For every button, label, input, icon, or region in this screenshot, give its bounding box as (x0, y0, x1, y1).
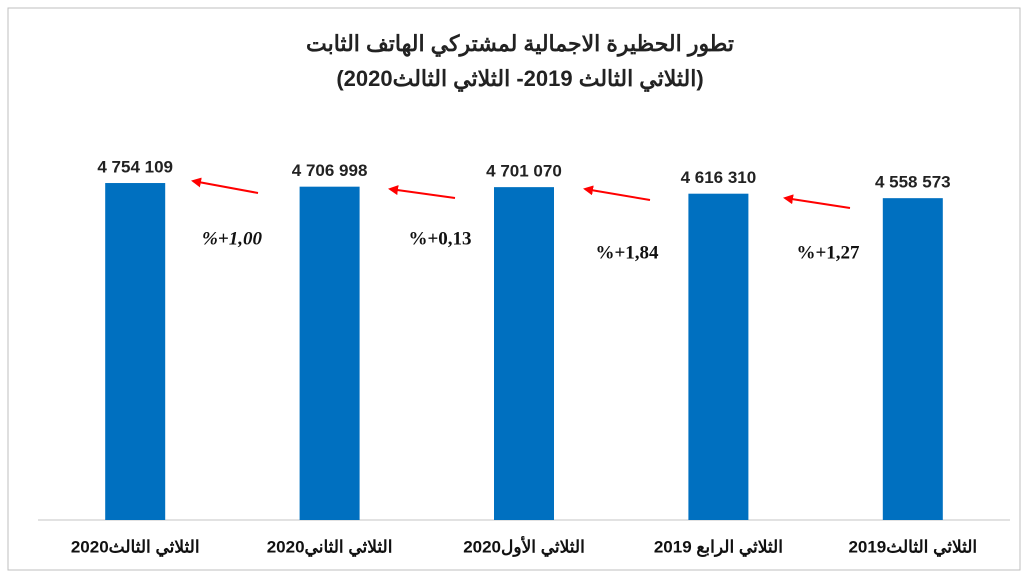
value-label: 4 701 070 (486, 162, 562, 181)
value-label: 4 558 573 (875, 173, 951, 192)
bar (688, 193, 749, 520)
change-annotation: %+1,84 (595, 242, 659, 263)
change-annotation: %+1,27 (796, 242, 860, 263)
value-label: 4 754 109 (97, 158, 173, 177)
x-tick-label: الثلاثي الأول2020 (463, 535, 585, 557)
x-tick-label: الثلاثي الثالث2020 (71, 537, 200, 557)
chart-title: تطور الحظيرة الاجمالية لمشتركي الهاتف ال… (306, 31, 734, 57)
arrows (191, 177, 851, 209)
arrow (783, 194, 851, 209)
x-tick-label: الثلاثي الرابع 2019 (654, 537, 783, 557)
value-label: 4 616 310 (681, 168, 757, 187)
bar (494, 187, 554, 520)
bar (105, 183, 166, 520)
arrow (583, 185, 651, 201)
bar (882, 198, 943, 521)
x-tick-label: الثلاثي الثاني2020 (267, 537, 393, 557)
arrow (388, 185, 456, 199)
change-annotation: %+0,13 (408, 228, 471, 249)
value-label: 4 706 998 (292, 161, 368, 180)
arrow (191, 177, 259, 194)
x-tick-label: الثلاثي الثالث2019 (848, 537, 977, 557)
bar (299, 186, 360, 520)
change-annotation: %+1,00 (202, 228, 262, 249)
chart-subtitle: (الثلاثي الثالث 2019- الثلاثي الثالث2020… (336, 66, 703, 92)
